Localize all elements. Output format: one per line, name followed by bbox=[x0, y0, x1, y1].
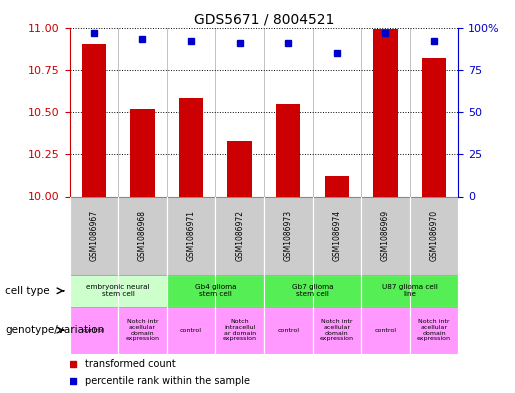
Bar bbox=[410, 196, 458, 275]
Title: GDS5671 / 8004521: GDS5671 / 8004521 bbox=[194, 12, 334, 26]
Bar bbox=[228, 141, 252, 196]
Bar bbox=[215, 307, 264, 354]
Text: GSM1086970: GSM1086970 bbox=[430, 210, 439, 261]
Text: GSM1086973: GSM1086973 bbox=[284, 210, 293, 261]
Text: GSM1086969: GSM1086969 bbox=[381, 210, 390, 261]
Text: Gb4 glioma
stem cell: Gb4 glioma stem cell bbox=[195, 284, 236, 298]
Bar bbox=[215, 196, 264, 275]
Text: control: control bbox=[83, 328, 105, 332]
Text: control: control bbox=[277, 328, 299, 332]
Text: GSM1086974: GSM1086974 bbox=[332, 210, 341, 261]
Bar bbox=[361, 196, 410, 275]
Text: GSM1086972: GSM1086972 bbox=[235, 210, 244, 261]
Text: Notch
intracellul
ar domain
expression: Notch intracellul ar domain expression bbox=[222, 319, 256, 341]
Text: genotype/variation: genotype/variation bbox=[5, 325, 104, 335]
Text: U87 glioma cell
line: U87 glioma cell line bbox=[382, 284, 438, 298]
Text: percentile rank within the sample: percentile rank within the sample bbox=[85, 376, 250, 386]
Text: control: control bbox=[374, 328, 397, 332]
Bar bbox=[373, 29, 398, 196]
Bar bbox=[410, 307, 458, 354]
Bar bbox=[324, 176, 349, 196]
Bar bbox=[167, 307, 215, 354]
Bar bbox=[276, 103, 300, 196]
Bar bbox=[361, 275, 458, 307]
Text: embryonic neural
stem cell: embryonic neural stem cell bbox=[87, 284, 150, 298]
Text: control: control bbox=[180, 328, 202, 332]
Bar bbox=[313, 307, 361, 354]
Text: transformed count: transformed count bbox=[85, 358, 176, 369]
Text: cell type: cell type bbox=[5, 286, 50, 296]
Text: Notch intr
acellular
domain
expression: Notch intr acellular domain expression bbox=[126, 319, 160, 341]
Bar bbox=[167, 275, 264, 307]
Bar bbox=[70, 275, 167, 307]
Bar bbox=[70, 196, 118, 275]
Bar bbox=[130, 108, 154, 196]
Bar bbox=[422, 58, 446, 196]
Text: GSM1086971: GSM1086971 bbox=[186, 210, 196, 261]
Text: Notch intr
acellular
domain
expression: Notch intr acellular domain expression bbox=[320, 319, 354, 341]
Bar bbox=[118, 196, 167, 275]
Text: Notch intr
acellular
domain
expression: Notch intr acellular domain expression bbox=[417, 319, 451, 341]
Bar bbox=[82, 44, 106, 196]
Text: GSM1086967: GSM1086967 bbox=[89, 210, 98, 261]
Bar bbox=[167, 196, 215, 275]
Text: GSM1086968: GSM1086968 bbox=[138, 210, 147, 261]
Bar bbox=[313, 196, 361, 275]
Bar bbox=[361, 307, 410, 354]
Bar bbox=[264, 275, 361, 307]
Bar bbox=[70, 307, 118, 354]
Bar bbox=[264, 307, 313, 354]
Bar bbox=[118, 307, 167, 354]
Bar bbox=[264, 196, 313, 275]
Text: Gb7 glioma
stem cell: Gb7 glioma stem cell bbox=[292, 284, 333, 298]
Bar bbox=[179, 99, 203, 196]
